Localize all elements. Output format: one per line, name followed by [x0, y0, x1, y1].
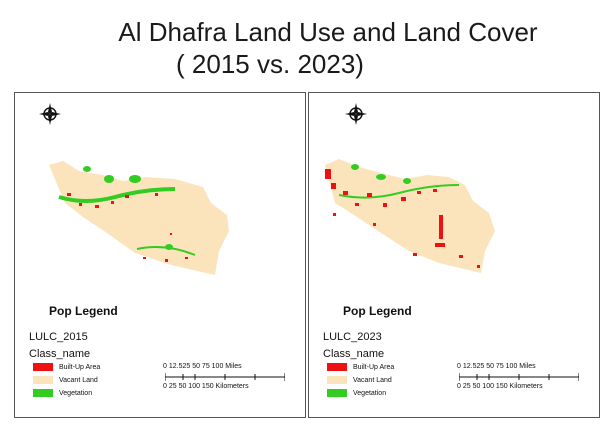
legend-item-built-up: Built-Up Area — [33, 363, 100, 373]
legend-layer-name: LULC_2015 — [29, 331, 88, 343]
legend-label: Vegetation — [59, 390, 93, 397]
map-title: Al Dhafra Land Use and Land Cover — [118, 17, 538, 47]
map-panel-2023: Pop Legend LULC_2023 Class_name Built-Up… — [308, 92, 600, 418]
pop-legend-title: Pop Legend — [343, 304, 412, 318]
vegetation-patches — [338, 164, 460, 247]
scale-bar-graphic — [459, 373, 579, 381]
legend-item-vegetation: Vegetation — [327, 389, 386, 399]
legend-item-vacant-land: Vacant Land — [327, 376, 392, 386]
north-arrow-icon — [345, 103, 367, 125]
region-vacant-land — [325, 159, 495, 273]
north-arrow-icon — [39, 103, 61, 125]
map-panel-2015: Pop Legend LULC_2015 Class_name Built-Up… — [14, 92, 306, 418]
map-2023 — [325, 159, 495, 273]
vacant-land-swatch — [33, 376, 53, 385]
vegetation-swatch — [33, 389, 53, 398]
vegetation-swatch — [327, 389, 347, 398]
legend-field-name: Class_name — [29, 348, 91, 360]
legend-layer-name: LULC_2023 — [323, 331, 382, 343]
legend-label: Built-Up Area — [353, 364, 395, 371]
built-up-swatch — [327, 363, 347, 372]
legend-label: Vacant Land — [59, 377, 98, 384]
legend-item-vacant-land: Vacant Land — [33, 376, 98, 386]
built-up-swatch — [33, 363, 53, 372]
region-vacant-land — [49, 161, 229, 275]
legend-label: Vacant Land — [353, 377, 392, 384]
scale-miles-label: 0 12.525 50 75 100 Miles — [457, 363, 536, 370]
vacant-land-swatch — [327, 376, 347, 385]
pop-legend-title: Pop Legend — [49, 304, 118, 318]
map-subtitle: ( 2015 vs. 2023) — [176, 49, 364, 79]
legend-label: Built-Up Area — [59, 364, 101, 371]
legend-item-vegetation: Vegetation — [33, 389, 92, 399]
built-up-patches — [325, 169, 480, 268]
scale-km-label: 0 25 50 100 150 Kilometers — [163, 383, 249, 390]
scale-bar: 0 12.525 50 75 100 Miles 0 25 50 100 150… — [457, 363, 597, 399]
vegetation-patches — [58, 166, 196, 256]
scale-bar-graphic — [165, 373, 285, 381]
legend-item-built-up: Built-Up Area — [327, 363, 394, 373]
map-2015 — [49, 161, 229, 275]
scale-miles-label: 0 12.525 50 75 100 Miles — [163, 363, 242, 370]
legend-label: Vegetation — [353, 390, 387, 397]
legend-field-name: Class_name — [323, 348, 385, 360]
scale-bar: 0 12.525 50 75 100 Miles 0 25 50 100 150… — [163, 363, 303, 399]
built-up-patches — [67, 193, 188, 262]
scale-km-label: 0 25 50 100 150 Kilometers — [457, 383, 543, 390]
